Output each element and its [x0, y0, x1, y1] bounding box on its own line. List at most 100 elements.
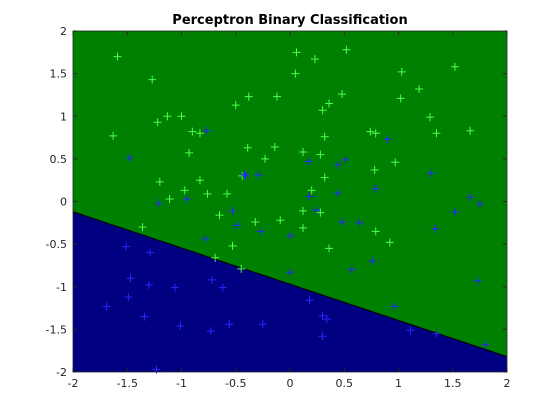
point — [258, 320, 267, 329]
y-tick-label: -0.5 — [46, 238, 67, 251]
y-tick-label: 1 — [60, 110, 67, 123]
point — [237, 264, 246, 273]
point — [305, 296, 314, 305]
y-tick-label: 0.5 — [50, 153, 68, 166]
point — [320, 132, 329, 141]
point — [195, 129, 204, 138]
point — [170, 283, 179, 292]
point — [322, 315, 331, 324]
point — [292, 48, 301, 57]
point — [318, 311, 327, 320]
region-below — [73, 211, 507, 372]
point — [368, 257, 377, 266]
point — [325, 99, 334, 108]
point — [211, 253, 220, 262]
point — [240, 170, 249, 179]
point — [370, 165, 379, 174]
point — [270, 142, 279, 151]
point — [155, 177, 164, 186]
point — [165, 194, 174, 203]
point — [144, 281, 153, 290]
point — [254, 171, 263, 180]
point — [325, 244, 334, 253]
point — [318, 106, 327, 115]
point — [232, 221, 241, 230]
point — [396, 94, 405, 103]
point — [320, 173, 329, 182]
point — [177, 112, 186, 121]
point — [228, 241, 237, 250]
point — [286, 231, 294, 240]
point — [122, 242, 131, 251]
point — [475, 200, 484, 209]
point — [304, 157, 313, 166]
y-tick-label: 0 — [60, 196, 67, 209]
point — [371, 227, 380, 236]
point — [102, 302, 111, 311]
point — [371, 129, 380, 138]
point — [140, 312, 149, 321]
point — [291, 69, 300, 78]
point — [338, 217, 347, 226]
point — [397, 67, 406, 76]
point — [299, 206, 308, 215]
point — [276, 216, 285, 225]
point — [316, 150, 325, 159]
point — [126, 274, 135, 283]
y-tick-label: -1 — [56, 281, 67, 294]
point — [371, 184, 380, 193]
point — [415, 84, 424, 93]
x-tick-label: -1.5 — [117, 377, 138, 390]
point — [342, 45, 351, 54]
point — [176, 321, 185, 330]
x-tick-label: 0 — [287, 377, 294, 390]
point — [231, 101, 240, 110]
point — [185, 148, 194, 157]
point — [466, 193, 475, 202]
point — [466, 126, 475, 135]
point — [188, 127, 197, 136]
point — [182, 194, 191, 203]
point — [406, 326, 415, 335]
point — [286, 268, 294, 277]
point — [473, 276, 482, 285]
point — [109, 131, 118, 140]
point — [261, 154, 270, 163]
point — [450, 207, 459, 216]
point — [244, 92, 253, 101]
point — [347, 265, 356, 274]
point — [218, 283, 227, 292]
y-tick-label: -2 — [56, 366, 67, 379]
point — [203, 189, 212, 198]
y-tick-label: -1.5 — [46, 323, 67, 336]
point — [355, 218, 364, 227]
point — [366, 127, 375, 136]
point — [256, 227, 265, 236]
decision-boundary — [72, 211, 508, 358]
point — [450, 62, 459, 71]
point — [432, 329, 441, 338]
point — [125, 154, 134, 163]
point — [241, 171, 250, 180]
point — [251, 217, 260, 226]
point — [299, 223, 308, 232]
point — [427, 169, 436, 178]
point — [195, 176, 204, 185]
point — [206, 327, 215, 336]
point — [383, 135, 392, 144]
point — [432, 129, 441, 138]
point — [201, 235, 210, 244]
point — [113, 52, 122, 61]
chart-title: Perceptron Binary Classification — [172, 13, 407, 28]
point — [215, 211, 224, 220]
point — [338, 90, 347, 99]
x-tick-label: -1 — [176, 377, 187, 390]
point — [146, 248, 155, 257]
point — [305, 192, 314, 201]
point — [333, 160, 342, 169]
point — [202, 126, 211, 135]
point — [307, 186, 316, 195]
point — [138, 223, 147, 232]
x-tick-label: 1 — [395, 377, 402, 390]
